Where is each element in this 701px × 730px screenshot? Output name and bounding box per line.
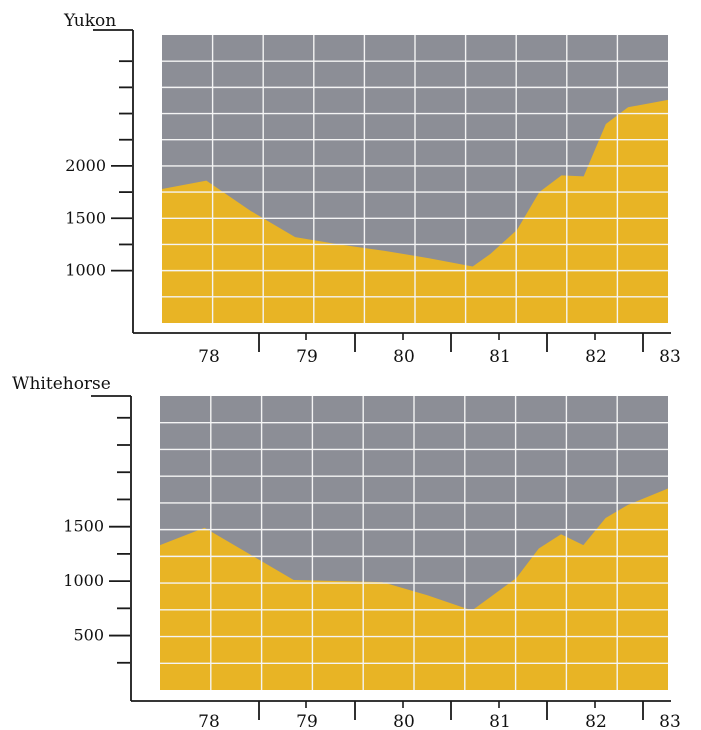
- chart-title: Yukon: [63, 11, 116, 31]
- x-tick-label: 78: [198, 347, 220, 367]
- y-tick-label: 1000: [65, 261, 106, 280]
- x-tick-label: 79: [296, 712, 318, 730]
- y-tick-label: 1500: [65, 208, 106, 227]
- data-area: [162, 99, 668, 323]
- y-tick-label: 2000: [65, 156, 106, 175]
- x-tick-label: 81: [489, 712, 511, 730]
- yukon-chart: 1000 1500 2000 78 79 80 81 82 83 Yukon: [63, 11, 681, 367]
- y-tick-label: 1500: [63, 517, 104, 536]
- x-tick-label: 82: [585, 347, 607, 367]
- x-tick-label: 83: [659, 712, 681, 730]
- x-tick-label: 78: [198, 712, 220, 730]
- y-tick-label: 1000: [63, 571, 104, 590]
- data-area: [160, 488, 668, 690]
- whitehorse-chart: 500 1000 1500 78 79 80 81 82 83 Whitehorse: [12, 374, 681, 730]
- x-tick-label: 82: [585, 712, 607, 730]
- x-tick-label: 80: [393, 347, 415, 367]
- x-tick-label: 79: [296, 347, 318, 367]
- y-tick-label: 500: [73, 626, 104, 645]
- x-tick-label: 81: [489, 347, 511, 367]
- x-tick-label: 83: [659, 347, 681, 367]
- x-tick-label: 80: [393, 712, 415, 730]
- chart-title: Whitehorse: [12, 374, 111, 394]
